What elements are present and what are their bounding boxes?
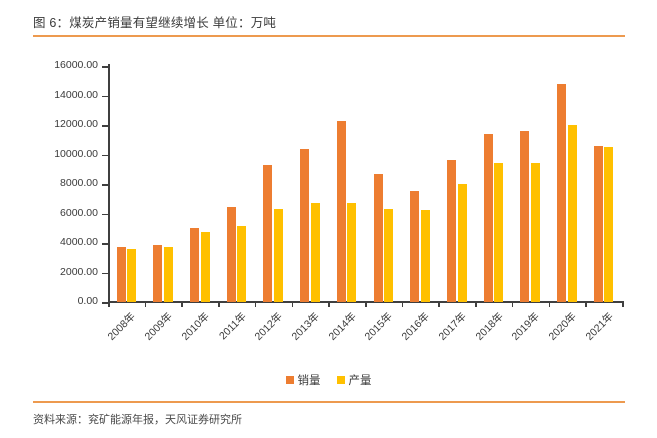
x-axis-tick-mark	[365, 302, 367, 307]
bar-产量-2015年	[384, 208, 394, 302]
bar-销量-2009年	[153, 245, 163, 302]
legend-swatch-icon	[285, 376, 294, 384]
bar-产量-2016年	[420, 210, 430, 302]
y-axis-tick-label: 4000.00	[60, 236, 98, 248]
y-axis-tick-label: 6000.00	[60, 206, 98, 219]
y-axis-tick-mark	[102, 302, 108, 304]
x-axis-tick-mark	[328, 302, 330, 307]
source-note: 资料来源：兖矿能源年报，天风证券研究所	[33, 414, 242, 426]
y-axis-tick-mark	[102, 154, 108, 156]
legend-label: 产量	[348, 375, 372, 387]
bar-销量-2019年	[520, 130, 530, 302]
x-axis-tick-mark	[291, 302, 294, 307]
y-axis-tick-mark	[102, 66, 108, 68]
x-axis-tick-mark	[218, 302, 220, 307]
y-axis-tick-label: 12000.00	[54, 118, 98, 130]
y-axis-tick-label: 8000.00	[60, 177, 98, 189]
y-axis-tick-mark	[102, 272, 108, 274]
bar-销量-2010年	[190, 227, 200, 302]
plot-area	[108, 66, 622, 302]
bar-销量-2013年	[300, 148, 310, 302]
y-axis-tick-mark	[102, 95, 108, 97]
bar-销量-2017年	[447, 159, 457, 302]
y-axis-labels: 16000.00 14000.00 12000.00 10000.00 8000.00 6…	[28, 0, 98, 438]
y-axis-tick-label: 14000.00	[54, 88, 98, 101]
bar-销量-2014年	[336, 120, 346, 302]
bar-产量-2009年	[163, 247, 173, 302]
legend-item-销量[interactable]: 销量	[285, 372, 321, 388]
legend-item-产量[interactable]: 产量	[336, 372, 372, 388]
legend-swatch-icon	[336, 376, 345, 384]
y-axis-tick-label: 0.00	[77, 295, 98, 307]
x-axis-tick-mark	[511, 302, 514, 307]
bar-销量-2021年	[593, 146, 603, 302]
x-axis-tick-mark	[438, 302, 440, 307]
bar-产量-2021年	[604, 147, 614, 302]
bar-销量-2015年	[373, 173, 383, 302]
y-axis-tick-mark	[102, 213, 108, 215]
footer-divider-rule	[33, 401, 625, 403]
bar-销量-2011年	[226, 206, 236, 302]
bar-产量-2008年	[127, 249, 137, 302]
x-axis-tick-mark	[181, 302, 183, 307]
figure-title: 图 6：煤炭产销量有望继续增长 单位：万吨	[33, 16, 277, 30]
chart-legend: 销量 产量	[0, 372, 657, 388]
bar-产量-2011年	[237, 226, 247, 302]
bar-产量-2020年	[567, 125, 577, 302]
x-axis-tick-mark	[548, 302, 551, 307]
bar-产量-2019年	[530, 163, 540, 302]
x-axis-tick-mark	[622, 302, 624, 307]
legend-label: 销量	[297, 375, 321, 387]
bar-销量-2008年	[116, 246, 126, 302]
x-axis-tick-mark	[108, 302, 110, 307]
bar-销量-2016年	[410, 191, 420, 302]
x-axis-tick-mark	[475, 302, 477, 307]
bar-产量-2012年	[273, 209, 283, 302]
y-axis-tick-mark	[102, 184, 108, 186]
y-axis-tick-mark	[102, 243, 108, 245]
bar-产量-2010年	[200, 231, 210, 302]
x-axis-tick-mark	[585, 302, 587, 307]
title-divider-rule	[33, 35, 625, 37]
y-axis-tick-label: 10000.00	[54, 147, 98, 160]
x-axis-tick-mark	[401, 302, 404, 307]
bar-销量-2018年	[483, 133, 493, 302]
bar-产量-2014年	[347, 203, 357, 302]
y-axis-tick-label: 2000.00	[60, 265, 98, 278]
y-axis-line	[108, 64, 110, 304]
x-axis-tick-mark	[254, 302, 257, 307]
bar-销量-2012年	[263, 164, 273, 302]
bar-产量-2017年	[457, 184, 467, 302]
bar-产量-2013年	[310, 203, 320, 302]
y-axis-tick-label: 16000.00	[54, 59, 98, 71]
bar-产量-2018年	[494, 162, 504, 302]
bar-销量-2020年	[557, 83, 567, 302]
x-axis-line	[108, 301, 624, 303]
y-axis-tick-mark	[102, 125, 108, 127]
x-axis-tick-mark	[144, 302, 147, 307]
